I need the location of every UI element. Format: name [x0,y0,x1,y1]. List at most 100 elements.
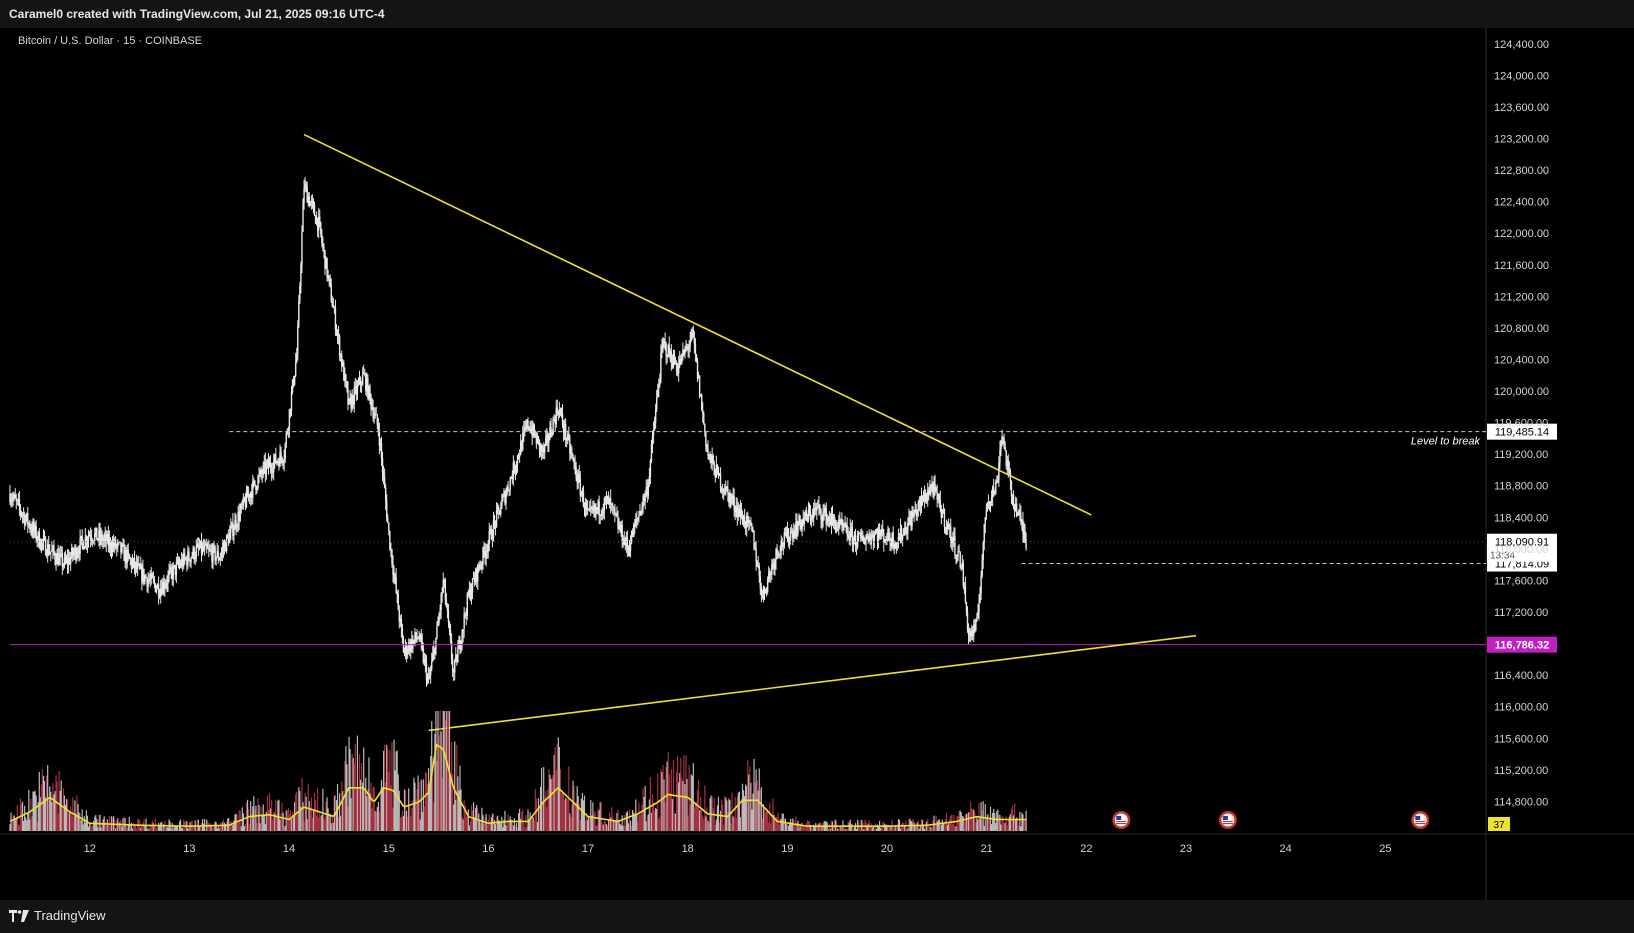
volume-bar [992,812,994,831]
candle-body [728,492,730,503]
volume-bar [590,800,592,831]
volume-bar [74,800,76,831]
candle-body [577,473,579,483]
candle-body [676,371,679,374]
candle-body [30,528,32,530]
candle-body [23,514,26,525]
volume-bar [173,827,175,831]
candle-body [377,424,380,432]
volume-bar [1001,816,1003,831]
volume-bar [931,827,933,831]
candle-body [298,301,300,327]
candle-body [32,523,34,534]
volume-bar [353,763,355,831]
volume-bar [188,827,190,831]
volume-bar [460,789,462,831]
candle-body [865,537,867,542]
candle-body [797,524,799,534]
volume-bar [677,755,679,831]
candle-body [570,452,572,454]
volume-bar [621,815,623,831]
candle-body [757,565,759,567]
volume-bar [388,772,390,831]
candle-body [819,504,821,510]
volume-bar [28,789,30,831]
volume-bar [545,790,547,831]
volume-bar [1003,822,1005,831]
volume-bar [967,812,970,831]
candle-body [209,549,211,551]
candle-body [49,552,51,554]
candle-body [180,559,183,566]
volume-bar [821,826,823,831]
volume-bar [640,813,642,831]
candle-body [996,481,998,483]
volume-bar [970,801,972,831]
volume-bar [618,819,620,831]
volume-bar [897,819,900,831]
candle-body [139,564,141,569]
volume-bar [577,796,579,831]
candle-body [631,531,634,538]
candle-body [519,441,522,455]
candle-body [213,546,215,548]
volume-bar [59,790,61,831]
volume-bar [683,755,685,831]
candle-body [863,541,865,544]
volume-bar [818,823,820,831]
volume-bar [337,817,340,831]
candle-body [204,543,207,546]
candle-body [215,556,217,561]
candle-body [670,351,673,364]
volume-bar [981,810,983,831]
volume-bar [382,750,385,831]
candle-body [820,509,822,520]
candle-body [320,222,322,234]
candle-body [518,454,521,457]
volume-bar [455,799,457,831]
last-price-label: 118,090.91 [1495,537,1549,549]
volume-bar [1017,819,1019,831]
candle-body [146,578,148,587]
volume-bar [835,819,837,831]
candle-body [739,508,742,516]
candle-body [154,583,157,592]
volume-bar [221,822,224,831]
candle-body [833,517,836,524]
volume-bar [378,811,380,831]
candle-body [489,528,492,531]
y-tick-label: 115,600.00 [1494,733,1548,745]
candle-body [623,538,625,545]
candle-body [216,551,218,557]
candle-body [251,492,253,498]
x-tick-label: 23 [1180,843,1192,855]
candle-body [759,576,762,589]
candle-body [980,576,982,594]
candle-body [294,362,297,376]
volume-bar [39,797,41,831]
candle-body [127,549,129,555]
candle-body [293,375,296,385]
volume-bar [54,791,56,831]
volume-bar [317,788,319,831]
volume-bar [584,820,587,831]
volume-bar [61,808,63,831]
countdown-label: 13:34 [1490,551,1515,562]
candle-body [921,495,924,502]
candle-body [997,479,999,482]
candle-body [144,575,146,582]
candle-body [710,454,712,463]
volume-bar [843,828,845,831]
candle-body [525,427,527,429]
candle-body [528,426,530,428]
volume-bar [844,824,846,831]
candle-body [61,553,64,567]
candle-body [1020,513,1022,523]
volume-bar [580,798,582,831]
candle-body [717,467,720,476]
candle-body [706,446,708,450]
volume-bar [690,774,692,831]
candle-body [288,409,291,429]
candle-body [455,655,457,661]
